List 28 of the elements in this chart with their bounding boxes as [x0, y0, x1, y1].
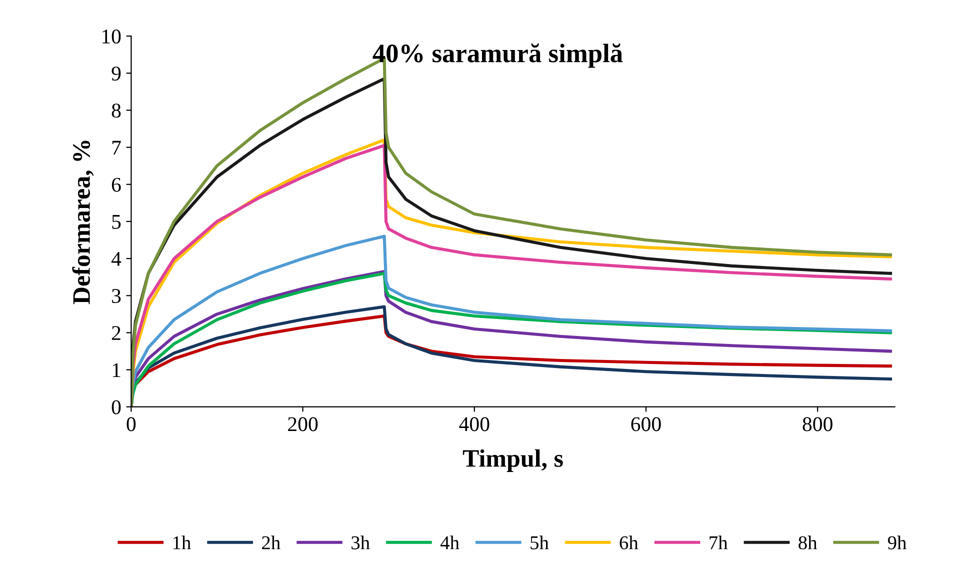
- chart-title: 40% saramură simplă: [372, 44, 623, 68]
- legend-label: 2h: [262, 536, 280, 550]
- y-tick-label: 4: [111, 252, 122, 266]
- y-tick-label: 2: [112, 326, 120, 340]
- legend-label: 3h: [352, 536, 370, 550]
- y-tick-label: 8: [112, 104, 121, 118]
- x-tick-label: 600: [631, 417, 661, 432]
- y-tick-label: 9: [112, 66, 121, 81]
- legend-label: 1h: [173, 536, 191, 550]
- legend-label: 6h: [620, 536, 638, 550]
- x-tick-label: 800: [802, 417, 832, 432]
- x-tick-label: 200: [288, 417, 318, 432]
- legend-label: 9h: [888, 536, 906, 550]
- legend-label: 7h: [710, 536, 728, 550]
- legend-label: 5h: [530, 536, 549, 550]
- y-tick-label: 10: [102, 29, 121, 44]
- x-axis-title: Timpul, s: [462, 449, 563, 472]
- y-tick-label: 1: [112, 363, 120, 377]
- y-tick-label: 6: [112, 178, 121, 192]
- y-tick-label: 7: [112, 140, 121, 155]
- x-tick-label: 0: [126, 417, 136, 432]
- legend-label: 8h: [798, 536, 818, 550]
- y-tick-label: 0: [112, 400, 121, 414]
- y-tick-label: 5: [112, 215, 121, 229]
- legend-label: 4h: [440, 536, 460, 550]
- y-tick-label: 3: [112, 289, 121, 304]
- y-axis-title: Deformarea, %: [72, 140, 94, 304]
- x-tick-label: 400: [459, 417, 490, 432]
